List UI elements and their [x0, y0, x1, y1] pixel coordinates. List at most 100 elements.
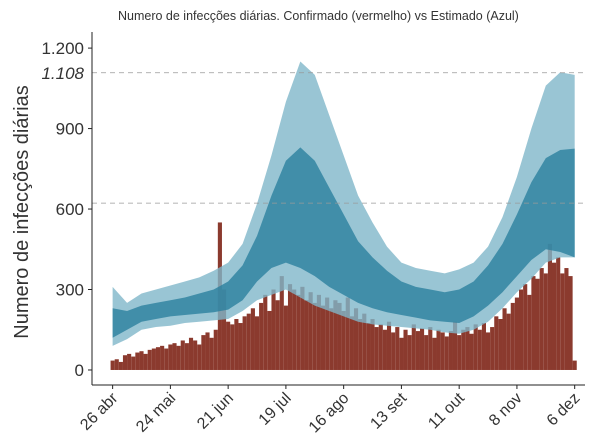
bar — [131, 356, 136, 370]
y-tick-label: 900 — [56, 120, 84, 139]
bar — [325, 297, 330, 370]
bar — [308, 292, 313, 370]
x-tick-label: 21 jun — [194, 390, 237, 433]
bar — [296, 294, 301, 370]
bar — [172, 343, 177, 370]
bar — [366, 323, 371, 370]
bar — [197, 344, 202, 370]
bar — [193, 340, 198, 370]
bar — [122, 355, 128, 370]
estimate-band — [112, 61, 575, 346]
bar — [353, 308, 359, 370]
bar — [221, 289, 227, 370]
estimate-band — [112, 147, 575, 338]
bar — [160, 345, 165, 370]
bar — [188, 337, 194, 370]
bar — [518, 289, 524, 370]
bar — [374, 327, 379, 370]
bar — [118, 361, 123, 370]
bar — [316, 294, 321, 370]
bar — [279, 276, 284, 370]
bar — [424, 335, 429, 370]
bar — [506, 313, 511, 370]
x-tick-label: 6 dez — [544, 390, 584, 430]
bar — [523, 284, 528, 370]
bar — [333, 300, 338, 370]
bar — [481, 323, 486, 370]
bar — [176, 345, 181, 370]
bar — [201, 335, 206, 370]
bar — [267, 310, 272, 370]
chart-title: Numero de infecções diárias. Confirmado … — [118, 9, 519, 23]
bar — [539, 268, 544, 370]
bar — [292, 289, 297, 370]
y-tick-label: 300 — [56, 281, 84, 300]
bar — [320, 305, 326, 370]
bar — [349, 316, 354, 370]
bar — [358, 319, 363, 370]
x-tick-label: 11 out — [425, 389, 468, 432]
bar — [213, 329, 218, 370]
x-tick-label: 13 set — [367, 389, 410, 432]
bar — [457, 335, 462, 370]
bar — [494, 316, 499, 370]
bar — [535, 278, 540, 370]
bar — [502, 308, 507, 370]
x-tick-label: 16 ago — [306, 390, 353, 437]
bar — [419, 328, 425, 370]
bar — [473, 324, 478, 370]
bar — [411, 324, 416, 370]
bar — [151, 348, 156, 370]
bar — [312, 302, 317, 370]
bar — [469, 333, 474, 370]
bar — [184, 343, 189, 370]
bar — [209, 337, 214, 370]
bar — [205, 332, 210, 370]
bar — [283, 305, 288, 370]
bar — [556, 257, 561, 370]
bar — [415, 331, 420, 370]
bar — [490, 327, 495, 370]
bar — [254, 316, 260, 370]
bar — [386, 321, 392, 370]
bar — [444, 336, 449, 370]
bar — [564, 268, 569, 370]
bar — [403, 329, 408, 370]
bar — [329, 308, 334, 370]
bar — [110, 360, 115, 370]
bar — [498, 319, 503, 370]
bar — [382, 329, 387, 370]
bar — [543, 273, 548, 370]
bar — [485, 332, 491, 370]
reference-label: 1.108 — [41, 64, 84, 83]
bar — [164, 348, 169, 370]
bar — [527, 294, 532, 370]
bar — [230, 324, 235, 370]
bar — [300, 286, 305, 370]
bar — [461, 329, 466, 370]
bar — [345, 297, 350, 370]
bar — [399, 337, 404, 370]
bar — [440, 332, 445, 370]
bar — [304, 300, 309, 370]
bar — [514, 297, 519, 370]
bar — [155, 347, 161, 370]
bar — [114, 359, 119, 370]
bar — [477, 329, 482, 370]
bar — [448, 331, 453, 370]
bar — [568, 276, 573, 370]
bar — [275, 300, 280, 370]
x-tick-label: 19 jul — [256, 390, 295, 429]
bar — [428, 327, 433, 370]
bar — [180, 340, 185, 370]
bar — [168, 344, 173, 370]
y-axis-label: Numero de infecções diárias — [11, 85, 33, 338]
bar — [510, 302, 515, 370]
bar — [238, 323, 243, 370]
bar — [391, 332, 396, 370]
bar — [287, 284, 293, 370]
bar — [337, 302, 342, 370]
bar — [226, 321, 231, 370]
bar — [407, 335, 412, 370]
